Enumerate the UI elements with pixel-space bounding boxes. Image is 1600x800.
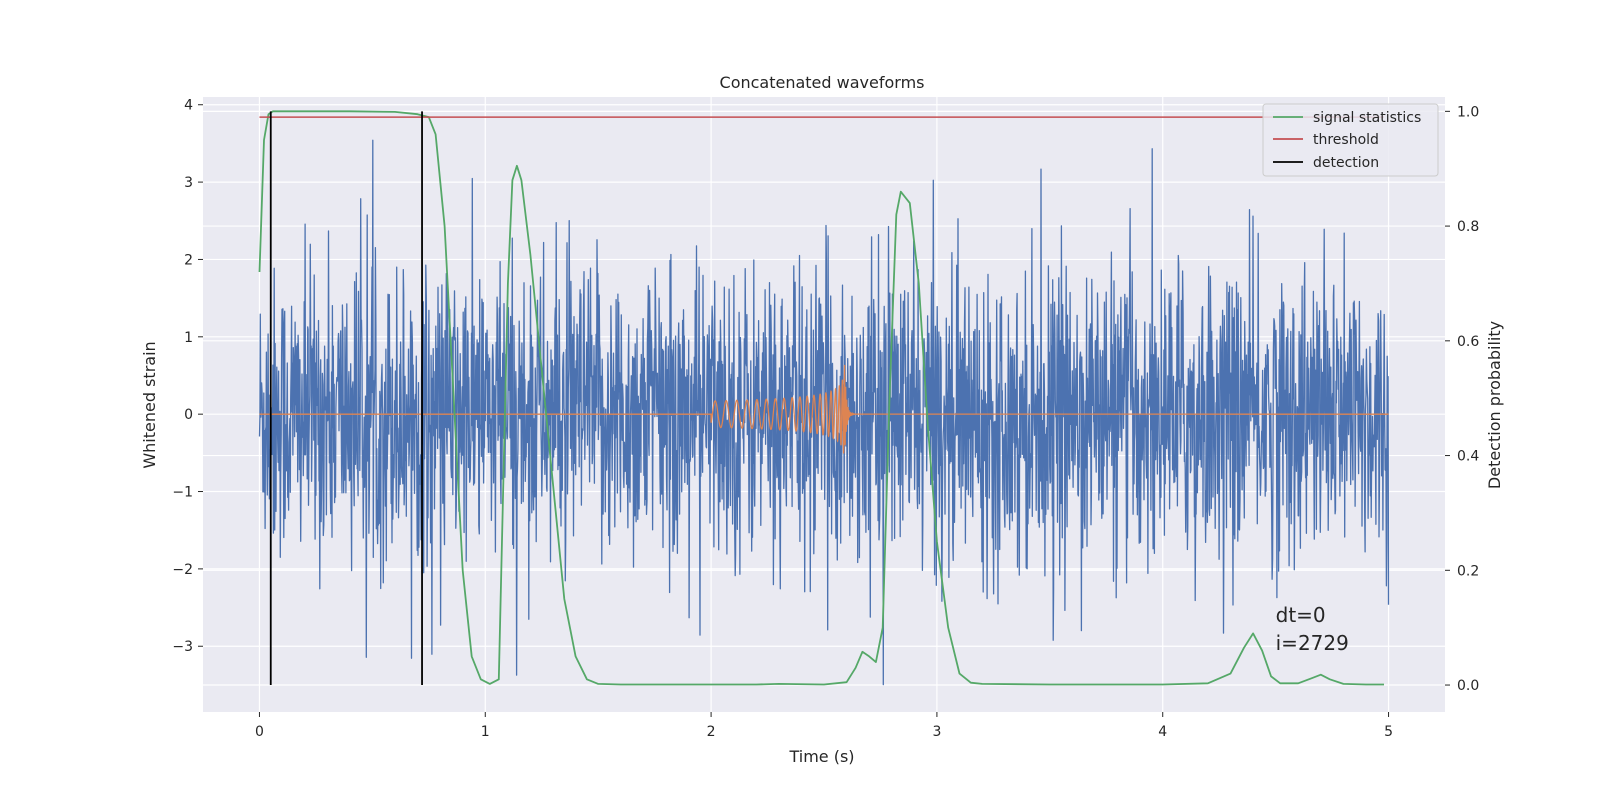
legend: signal statistics threshold detection xyxy=(1262,103,1439,177)
y-tick-label: −1 xyxy=(172,485,193,501)
y-tick-label: 2 xyxy=(184,252,193,268)
y2-tick-label: 0.8 xyxy=(1457,219,1479,235)
x-tick-label: 5 xyxy=(1384,724,1393,740)
annotation-dt: dt=0 xyxy=(1276,603,1326,627)
legend-box xyxy=(1262,103,1439,177)
x-tick-label: 0 xyxy=(255,724,264,740)
annotation-index: i=2729 xyxy=(1276,631,1349,655)
injected-chirp-waveform xyxy=(259,364,1389,454)
legend-label-threshold: threshold xyxy=(1313,132,1379,148)
y2-tick-label: 1.0 xyxy=(1457,104,1479,120)
x-tick-label: 3 xyxy=(932,724,941,740)
axes: 0 1 2 3 4 5 −3 −2 −1 0 1 2 3 4 0.0 0.2 0.4 0.6 0.8 1.0 xyxy=(172,98,1479,740)
x-tick-label: 1 xyxy=(481,724,490,740)
y2-tick-label: 0.0 xyxy=(1457,678,1479,694)
x-tick-label: 4 xyxy=(1158,724,1167,740)
y-tick-label: 3 xyxy=(184,175,193,191)
y-tick-label: 0 xyxy=(184,407,193,423)
legend-label-signal-statistics: signal statistics xyxy=(1313,110,1421,126)
y-tick-label: −3 xyxy=(172,639,193,655)
y2-tick-label: 0.2 xyxy=(1457,563,1479,579)
y2-axis-title: Detection probability xyxy=(1485,321,1504,489)
y-tick-label: 1 xyxy=(184,330,193,346)
annotation-box: dt=0 i=2729 xyxy=(1276,603,1349,655)
chirp-trace xyxy=(259,364,1389,454)
y2-tick-label: 0.6 xyxy=(1457,334,1479,350)
signal-statistics-line xyxy=(258,110,1384,686)
y-tick-label: −2 xyxy=(172,562,193,578)
legend-label-detection: detection xyxy=(1313,155,1379,171)
x-tick-label: 2 xyxy=(707,724,716,740)
y-axis-title: Whitened strain xyxy=(140,341,159,468)
x-axis-title: Time (s) xyxy=(788,747,854,766)
series-layer xyxy=(258,110,1385,686)
y-tick-label: 4 xyxy=(184,98,193,114)
y2-tick-label: 0.4 xyxy=(1457,449,1479,465)
chart-title: Concatenated waveforms xyxy=(720,73,925,92)
